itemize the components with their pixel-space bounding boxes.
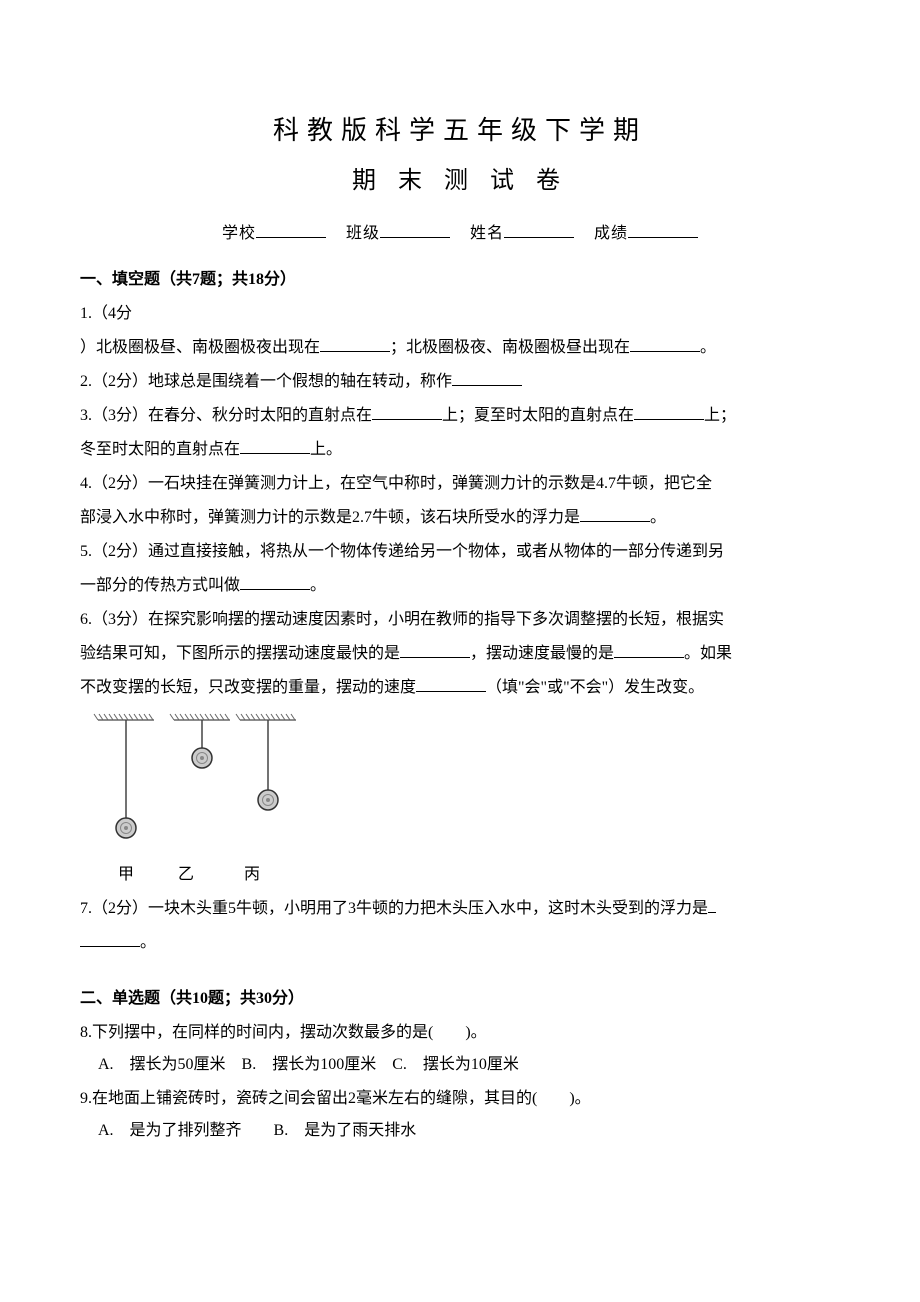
q7-blank[interactable] [80,931,140,947]
q4-line2: 部浸入水中称时，弹簧测力计的示数是2.7牛顿，该石块所受水的浮力是 。 [80,502,840,534]
q7-line2: 。 [80,927,840,959]
q1-blank-1[interactable] [320,336,390,352]
q5-text-c: 。 [310,577,326,594]
q3-text-c: 上； [704,407,736,424]
sub-title: 期 末 测 试 卷 [80,162,840,200]
q1-text-d: 。 [700,339,716,356]
q2-text-a: 2.（2分）地球总是围绕着一个假想的轴在转动，称作 [80,373,452,390]
q6-text-f: （填"会"或"不会"）发生改变。 [486,679,704,696]
pendulum-label-b: 乙 [154,859,218,891]
q3-blank-2[interactable] [634,404,704,420]
q7-blank-tail[interactable] [708,897,716,913]
q7-text-a: 7.（2分）一块木头重5牛顿，小明用了3牛顿的力把木头压入水中，这时木头受到的浮… [80,900,708,917]
q6-blank-3[interactable] [416,676,486,692]
q7-line1: 7.（2分）一块木头重5牛顿，小明用了3牛顿的力把木头压入水中，这时木头受到的浮… [80,893,840,925]
q8-stem: 8.下列摆中，在同样的时间内，摆动次数最多的是( )。 [80,1017,840,1049]
q6-blank-2[interactable] [614,642,684,658]
q5-line2: 一部分的传热方式叫做 。 [80,570,840,602]
q6-text-d: 。如果 [684,645,732,662]
pendulum-label-a: 甲 [102,859,150,891]
q8-options: A. 摆长为50厘米 B. 摆长为100厘米 C. 摆长为10厘米 [80,1049,840,1081]
school-blank[interactable] [256,222,326,238]
q3-blank-3[interactable] [240,438,310,454]
q6-line1: 6.（3分）在探究影响摆的摆动速度因素时，小明在教师的指导下多次调整摆的长短，根… [80,604,840,636]
q9-options: A. 是为了排列整齐 B. 是为了雨天排水 [80,1115,840,1147]
q3-blank-1[interactable] [372,404,442,420]
q3-line1: 3.（3分）在春分、秋分时太阳的直射点在 上；夏至时太阳的直射点在 上； [80,400,840,432]
q5-blank[interactable] [240,574,310,590]
q4-line1: 4.（2分）一石块挂在弹簧测力计上，在空气中称时，弹簧测力计的示数是4.7牛顿，… [80,468,840,500]
q1-blank-2[interactable] [630,336,700,352]
q1-line2: ）北极圈极昼、南极圈极夜出现在 ；北极圈极夜、南极圈极昼出现在 。 [80,332,840,364]
q3-line2: 冬至时太阳的直射点在 上。 [80,434,840,466]
q4-text-b: 部浸入水中称时，弹簧测力计的示数是2.7牛顿，该石块所受水的浮力是 [80,509,580,526]
main-title: 科教版科学五年级下学期 [80,110,840,152]
name-label: 姓名 [470,225,504,242]
score-blank[interactable] [628,222,698,238]
q4-blank[interactable] [580,506,650,522]
q5-line1: 5.（2分）通过直接接触，将热从一个物体传递给另一个物体，或者从物体的一部分传递… [80,536,840,568]
q3-text-a: 3.（3分）在春分、秋分时太阳的直射点在 [80,407,372,424]
pendulum-diagram [80,710,840,857]
q6-text-c: ，摆动速度最慢的是 [470,645,614,662]
q5-text-b: 一部分的传热方式叫做 [80,577,240,594]
q1-line1: 1.（4分 [80,298,840,330]
class-label: 班级 [346,225,380,242]
q6-text-e: 不改变摆的长短，只改变摆的重量，摆动的速度 [80,679,416,696]
q3-text-e: 上。 [310,441,342,458]
score-label: 成绩 [594,225,628,242]
section-1-header: 一、填空题（共7题；共18分） [80,264,840,296]
q6-blank-1[interactable] [400,642,470,658]
q9-stem: 9.在地面上铺瓷砖时，瓷砖之间会留出2毫米左右的缝隙，其目的( )。 [80,1083,840,1115]
q2: 2.（2分）地球总是围绕着一个假想的轴在转动，称作 [80,366,840,398]
q3-text-b: 上；夏至时太阳的直射点在 [442,407,634,424]
q4-text-c: 。 [650,509,666,526]
class-blank[interactable] [380,222,450,238]
q2-blank[interactable] [452,370,522,386]
name-blank[interactable] [504,222,574,238]
q6-line3: 不改变摆的长短，只改变摆的重量，摆动的速度 （填"会"或"不会"）发生改变。 [80,672,840,704]
school-label: 学校 [222,225,256,242]
pendulum-label-c: 丙 [222,859,282,891]
q1-text-c: ；北极圈极夜、南极圈极昼出现在 [390,339,630,356]
q6-text-b: 验结果可知，下图所示的摆摆动速度最快的是 [80,645,400,662]
q3-text-d: 冬至时太阳的直射点在 [80,441,240,458]
pendulum-labels: 甲 乙 丙 [80,859,840,891]
q7-text-b: 。 [140,934,156,951]
q1-text-b: ）北极圈极昼、南极圈极夜出现在 [80,339,320,356]
student-info-line: 学校 班级 姓名 成绩 [80,218,840,250]
section-2-header: 二、单选题（共10题；共30分） [80,983,840,1015]
q6-line2: 验结果可知，下图所示的摆摆动速度最快的是 ，摆动速度最慢的是 。如果 [80,638,840,670]
